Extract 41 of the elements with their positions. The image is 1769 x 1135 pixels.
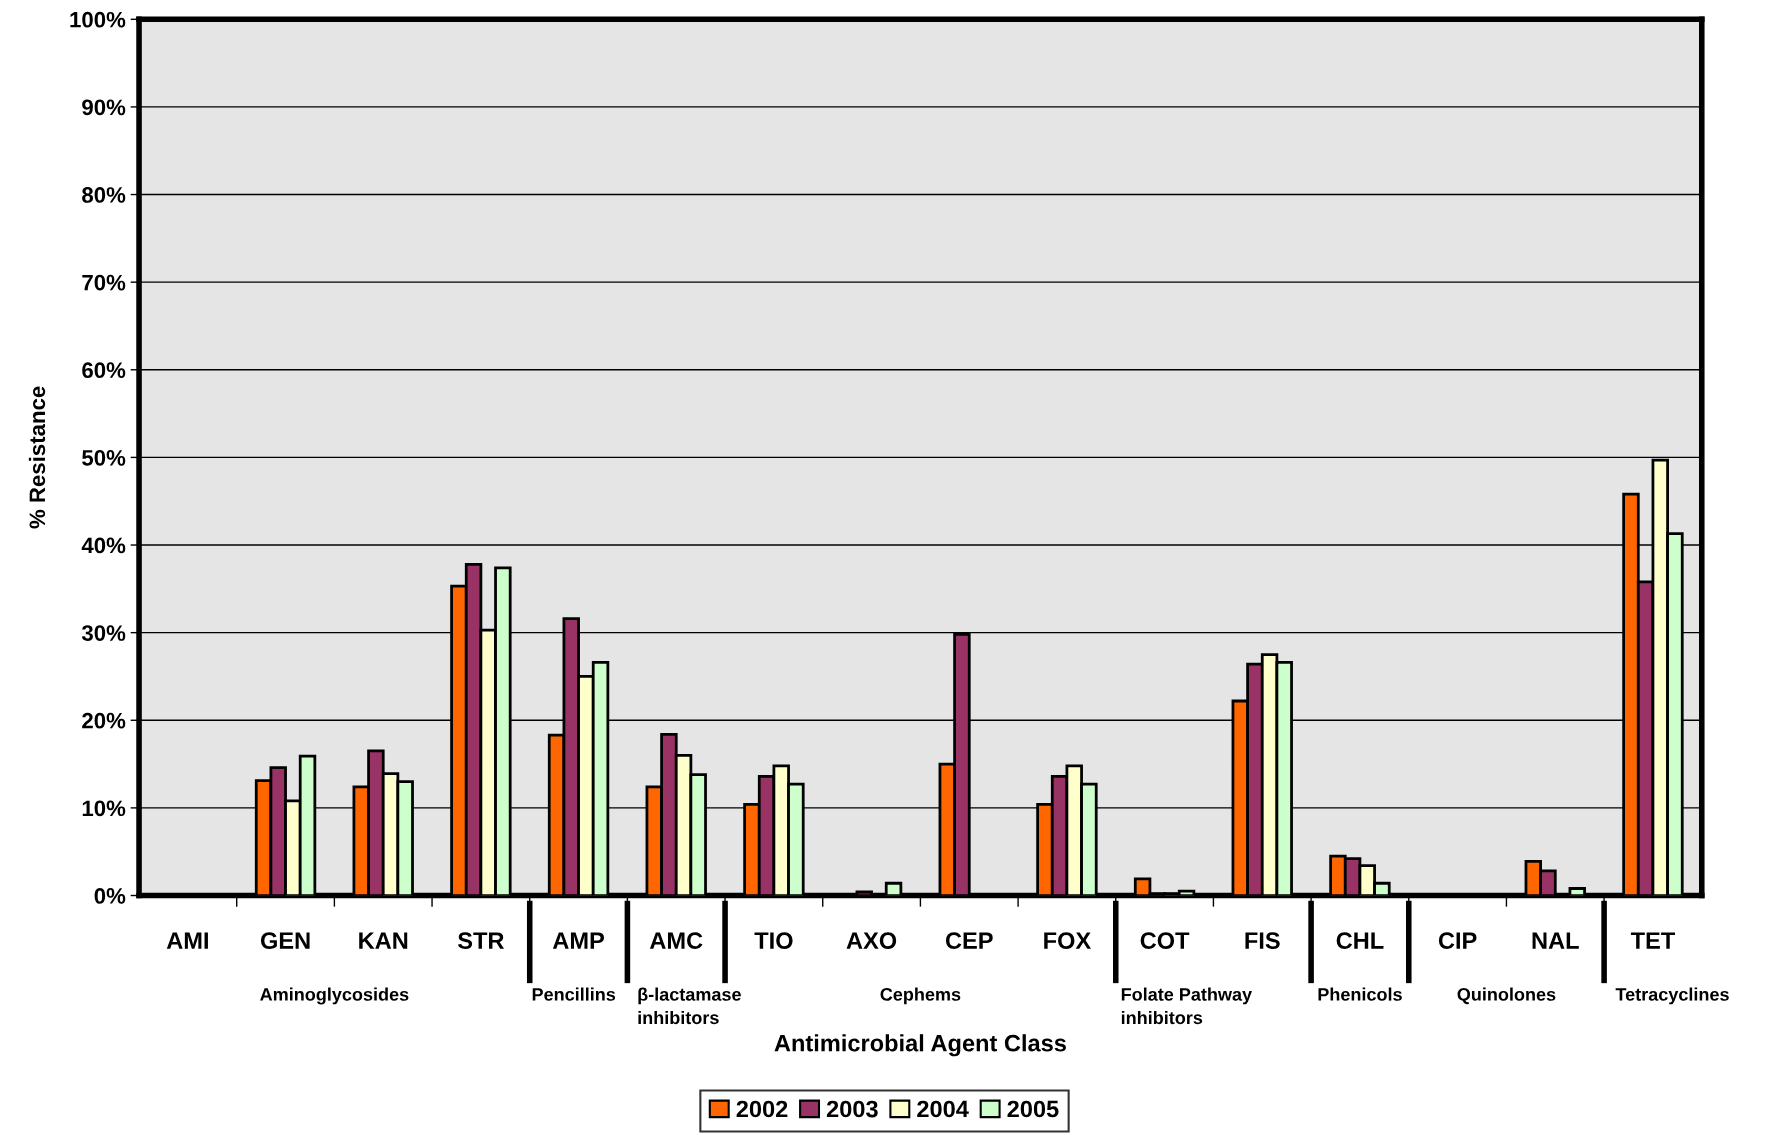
x-tick-label: KAN — [359, 932, 408, 949]
x-tick-label: GEN — [260, 932, 310, 949]
x-tick-label: NAL — [1532, 932, 1579, 949]
text: Quinolones — [1457, 987, 1556, 1005]
text: Phenicols — [1318, 987, 1402, 1001]
x-tick-label: AXO — [846, 932, 897, 949]
y-tick-label: 50% — [82, 449, 126, 466]
x-tick-label: CEP — [945, 932, 993, 949]
y-tick-label: 70% — [82, 274, 126, 291]
y-tick-label: 80% — [82, 187, 126, 203]
text: Folate Pathway inhibitors — [1121, 987, 1252, 1025]
legend-label: 2004 — [917, 1100, 969, 1118]
y-tick-label: 30% — [81, 625, 126, 641]
legend-label: 2002 — [736, 1100, 788, 1118]
text: Cephems — [880, 987, 961, 1005]
text: β-lactamase inhibitors — [638, 987, 741, 1025]
x-axis-title: Antimicrobial Agent Class — [774, 1034, 1066, 1057]
text: Aminoglycosides — [260, 987, 409, 1005]
x-tick-label: CIP — [1438, 932, 1477, 949]
x-tick-label: COT — [1140, 932, 1190, 949]
x-tick-label: STR — [457, 932, 505, 949]
x-tick-label: AMC — [649, 932, 703, 949]
y-axis-title: % Resistance — [28, 386, 46, 529]
x-tick-label: TIO — [754, 932, 793, 949]
x-tick-label: CHL — [1336, 932, 1384, 949]
x-tick-label: AMI — [166, 932, 208, 949]
legend-label: 2003 — [826, 1100, 878, 1118]
y-tick-label: 60% — [82, 362, 126, 379]
legend-label: 2005 — [1007, 1100, 1059, 1118]
x-tick-label: AMP — [552, 932, 604, 949]
y-tick-label: 20% — [82, 712, 126, 729]
y-tick-label: 40% — [81, 537, 126, 554]
text: Tetracyclines — [1615, 987, 1729, 1005]
y-tick-label: 90% — [82, 99, 126, 116]
text: Pencillins — [532, 987, 616, 1001]
x-tick-label: TET — [1630, 932, 1675, 949]
y-tick-label: 10% — [82, 800, 126, 817]
y-tick-label: 0% — [94, 888, 126, 904]
x-tick-label: FOX — [1044, 932, 1091, 949]
y-tick-label: 100% — [70, 11, 126, 28]
x-tick-label: FIS — [1245, 932, 1280, 949]
